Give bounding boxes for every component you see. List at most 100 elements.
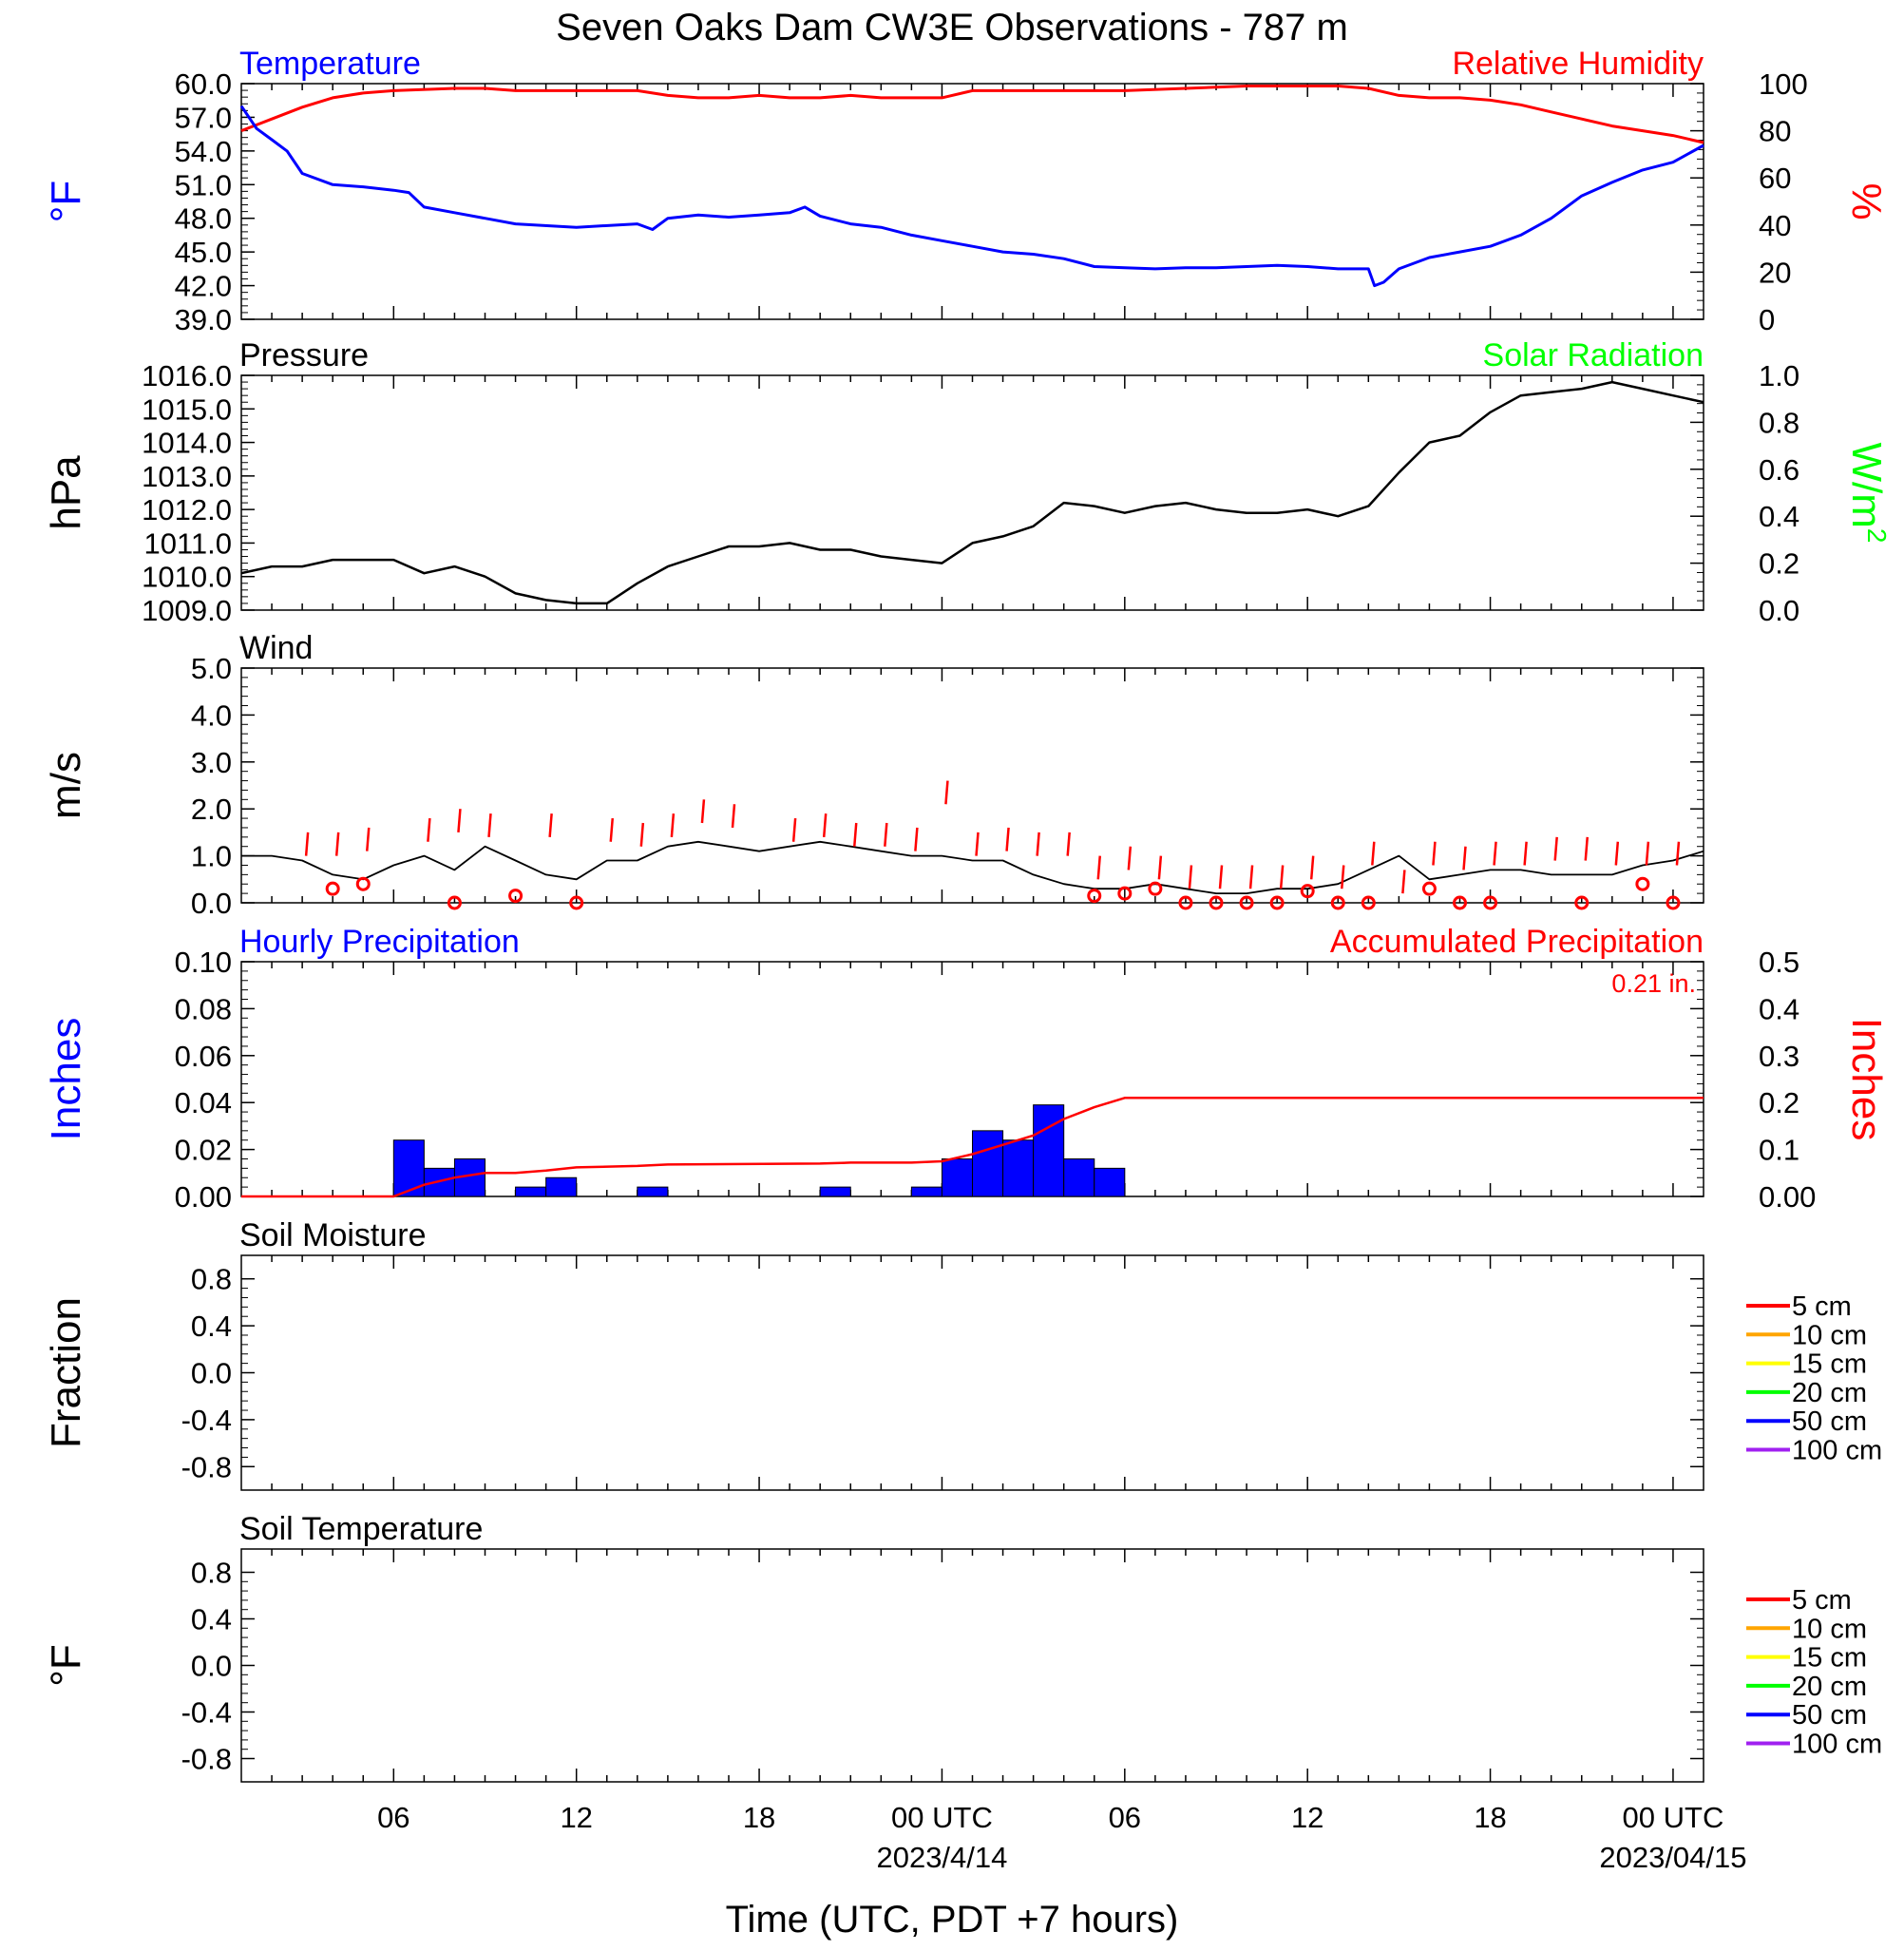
wind-gust-mark [822, 813, 828, 837]
wind-gust-mark [1218, 865, 1224, 889]
y-right-tick-label: 0.3 [1759, 1040, 1799, 1073]
x-tick-label: 18 [743, 1801, 775, 1834]
plot-frame [240, 1254, 1704, 1491]
wind-gust-mark [884, 822, 888, 847]
y-right-tick-label: 20 [1759, 256, 1791, 289]
wind-calm-marker [325, 881, 340, 896]
figure-title: Seven Oaks Dam CW3E Observations - 787 m [556, 7, 1348, 48]
wind-gust-mark [791, 817, 797, 842]
y-right-tick-label: 0.6 [1759, 453, 1799, 487]
wind-calm-marker [355, 876, 371, 891]
wind-speed-line [241, 840, 1704, 894]
y-right-tick-label: 0.8 [1759, 406, 1799, 439]
y-right-tick-label: 0.4 [1759, 500, 1799, 533]
y-tick-label: 0.02 [175, 1134, 232, 1167]
wind-calm-marker [447, 895, 462, 910]
hourly-precip-bar [972, 1130, 1004, 1197]
y-right-tick-label: 0.00 [1759, 1180, 1816, 1214]
hourly-precip-bar [453, 1157, 486, 1197]
legend-label: 50 cm [1792, 1406, 1867, 1437]
y-right-tick-label: 0 [1759, 303, 1775, 336]
y-tick-label: 0.0 [191, 1357, 232, 1390]
y-tick-label: 57.0 [175, 101, 232, 134]
y-right-axis-label-text: Inches [1843, 1018, 1890, 1141]
y-tick-label: 0.4 [191, 1603, 232, 1636]
wind-gust-mark [1401, 870, 1406, 894]
wind-calm-marker [1635, 876, 1650, 891]
y-right-tick-label: 0.4 [1759, 992, 1799, 1025]
panel-left-title: Hourly Precipitation [239, 924, 520, 960]
hourly-precip-bar [819, 1186, 851, 1197]
y-tick-label: 0.8 [191, 1263, 232, 1296]
panel-left-title: Temperature [239, 46, 421, 82]
panel-right-title: Accumulated Precipitation [1330, 924, 1704, 960]
y-tick-label: -0.8 [181, 1450, 232, 1483]
wind-gust-mark [1188, 865, 1193, 889]
y-tick-label: 5.0 [191, 652, 232, 685]
pressure-line [240, 380, 1704, 605]
wind-calm-marker [1087, 889, 1102, 904]
wind-gust-mark [975, 832, 980, 856]
y-tick-label: 1011.0 [143, 526, 232, 560]
y-right-axis-label-superscript: 2 [1862, 528, 1892, 544]
hourly-precip-bar [941, 1157, 973, 1197]
y-tick-label: 54.0 [175, 135, 232, 168]
legend-label: 10 cm [1792, 1614, 1867, 1644]
legend-label: 20 cm [1792, 1672, 1867, 1702]
legend-label: 10 cm [1792, 1320, 1867, 1350]
wind-calm-marker [1269, 895, 1285, 910]
panel-right-title: Solar Radiation [1483, 337, 1704, 373]
wind-calm-marker [1330, 895, 1345, 910]
y-tick-label: 39.0 [175, 303, 232, 336]
wind-calm-marker [569, 895, 584, 910]
y-axis-label: m/s [43, 752, 89, 819]
legend-label: 5 cm [1792, 1291, 1852, 1322]
wind-calm-marker [1574, 895, 1590, 910]
wind-gust-mark [1005, 827, 1010, 851]
hourly-precip-bar [515, 1186, 547, 1197]
y-tick-label: 1013.0 [142, 460, 232, 493]
y-right-tick-label: 1.0 [1759, 359, 1799, 392]
y-tick-label: 1009.0 [142, 594, 232, 627]
y-tick-label: 1016.0 [142, 359, 232, 392]
y-right-axis-label-text: % [1843, 182, 1890, 220]
hourly-precip-bar [637, 1186, 669, 1197]
wind-calm-marker [1453, 895, 1467, 910]
plot-frame [240, 83, 1704, 320]
x-tick-label: 12 [560, 1801, 592, 1834]
wind-gust-mark [457, 809, 462, 833]
legend-label: 15 cm [1792, 1643, 1867, 1674]
y-tick-label: 2.0 [191, 793, 232, 826]
y-tick-label: 1010.0 [142, 561, 232, 594]
wind-calm-marker [1361, 895, 1376, 910]
y-tick-label: 1015.0 [142, 392, 232, 426]
wind-gust-mark [1341, 865, 1345, 889]
wind-gust-mark [853, 822, 858, 847]
wind-gust-mark [700, 799, 706, 824]
wind-gust-mark [548, 813, 553, 837]
wind-gust-mark [1553, 836, 1558, 861]
y-tick-label: 42.0 [175, 270, 232, 303]
wind-gust-mark [1279, 865, 1285, 889]
panels: 39.042.045.048.051.054.057.060.0 0 20 40 60 8… [43, 46, 1892, 1874]
wind-gust-mark [334, 832, 340, 856]
y-tick-label: 0.0 [191, 1650, 232, 1683]
plot-frame [240, 374, 1704, 611]
y-tick-label: 3.0 [191, 746, 232, 779]
panel-left-title: Soil Moisture [239, 1217, 427, 1253]
temperature-line [239, 105, 1704, 288]
y-tick-label: 0.04 [175, 1086, 232, 1119]
plot-frame [240, 1548, 1704, 1783]
y-tick-label: -0.4 [181, 1696, 232, 1730]
y-right-axis-label: W/m2 [1843, 443, 1892, 544]
y-tick-label: 1014.0 [142, 427, 232, 460]
x-tick-label: 06 [1109, 1801, 1141, 1834]
wind-gust-mark [1432, 841, 1437, 866]
y-tick-label: 0.06 [175, 1040, 232, 1073]
hourly-precip-bar [1002, 1139, 1035, 1197]
y-tick-label: 51.0 [175, 168, 232, 201]
y-tick-label: 4.0 [191, 698, 232, 732]
y-right-axis-label-text: W/m [1843, 443, 1890, 528]
